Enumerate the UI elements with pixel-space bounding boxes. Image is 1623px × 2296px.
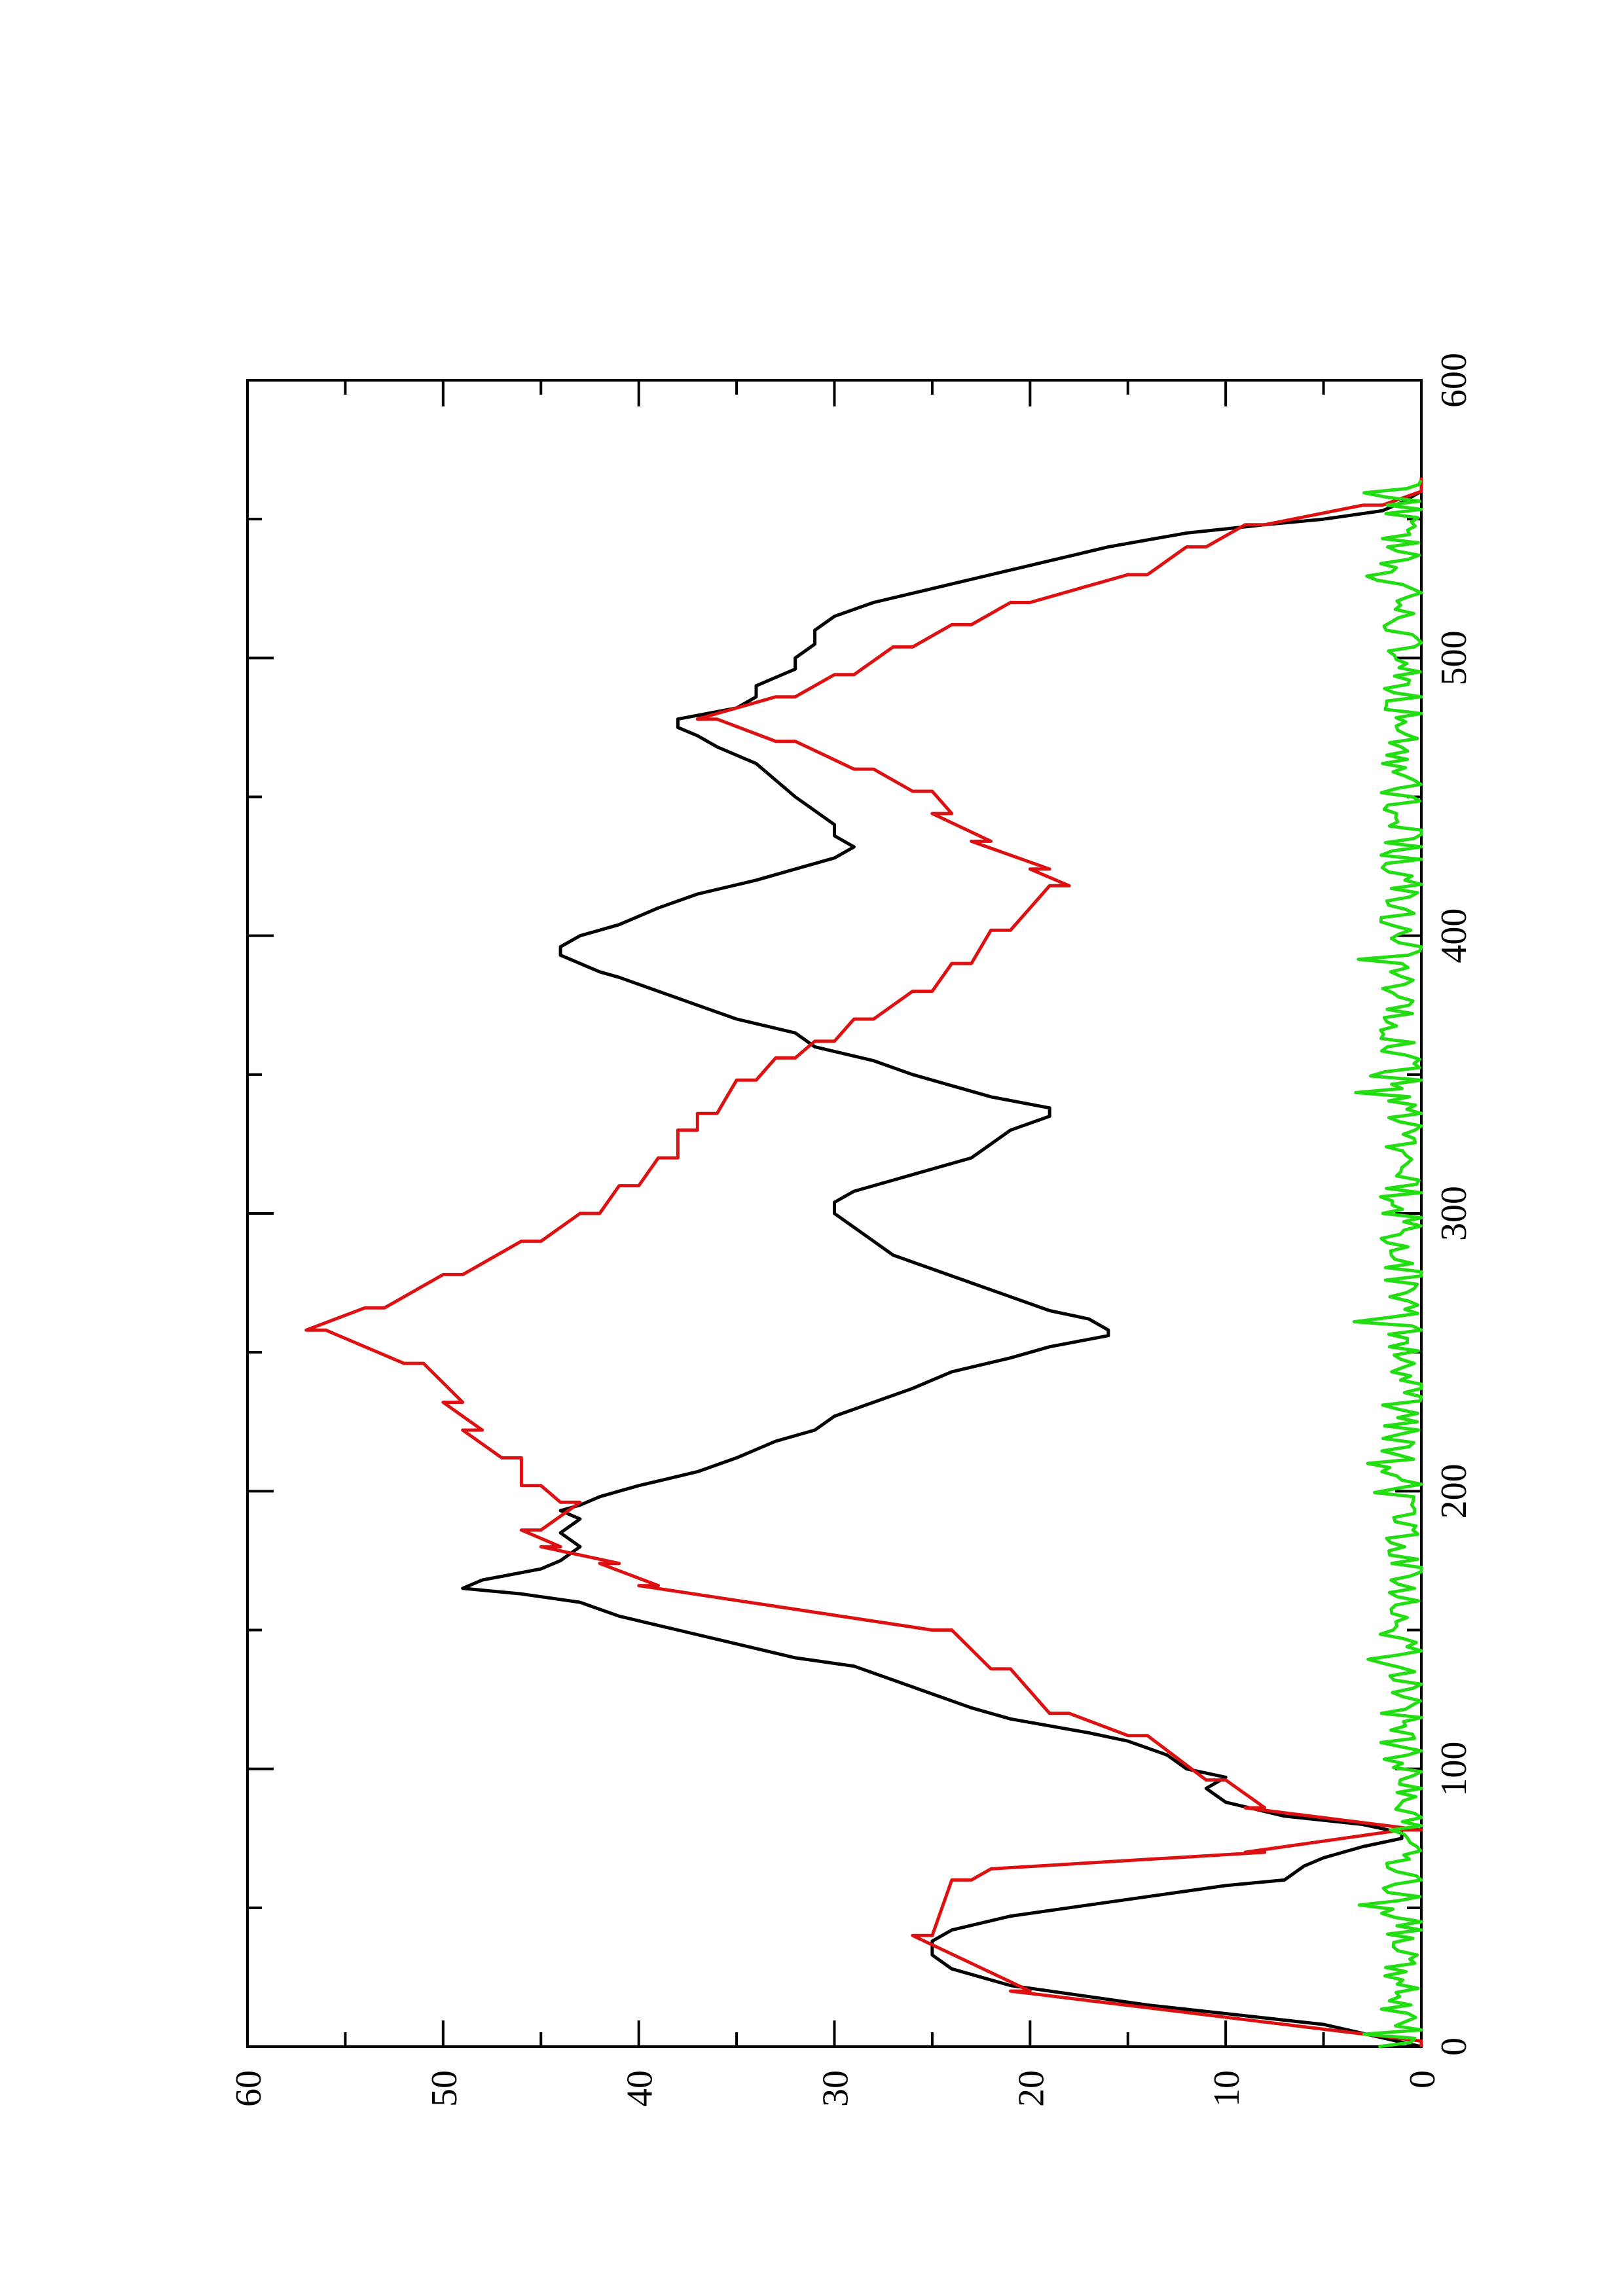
y-tick-label: 10	[1207, 2070, 1247, 2107]
x-tick-label: 0	[1434, 2037, 1474, 2056]
series-line-3	[1353, 479, 1423, 2049]
y-tick-label: 30	[816, 2070, 856, 2107]
y-tick-label: 50	[424, 2070, 465, 2107]
x-tick-label: 100	[1434, 1742, 1474, 1797]
x-tick-labels: 0 100 200 300 400 500 600	[1434, 353, 1474, 2056]
y-tick-label: 20	[1011, 2070, 1051, 2107]
x-tick-label: 300	[1434, 1186, 1474, 1241]
y-tick-labels: 0 10 20 30 40 50 60	[228, 2070, 1443, 2107]
series-group	[304, 477, 1423, 2049]
x-tick-label: 200	[1434, 1463, 1474, 1518]
x-tick-label: 600	[1434, 353, 1474, 408]
y-tick-label: 0	[1402, 2070, 1443, 2089]
y-tick-label: 40	[620, 2070, 661, 2107]
x-tick-label: 400	[1434, 908, 1474, 963]
y-tick-label: 60	[228, 2070, 269, 2107]
x-tick-label: 500	[1434, 630, 1474, 685]
series-line-2	[304, 477, 1423, 2047]
